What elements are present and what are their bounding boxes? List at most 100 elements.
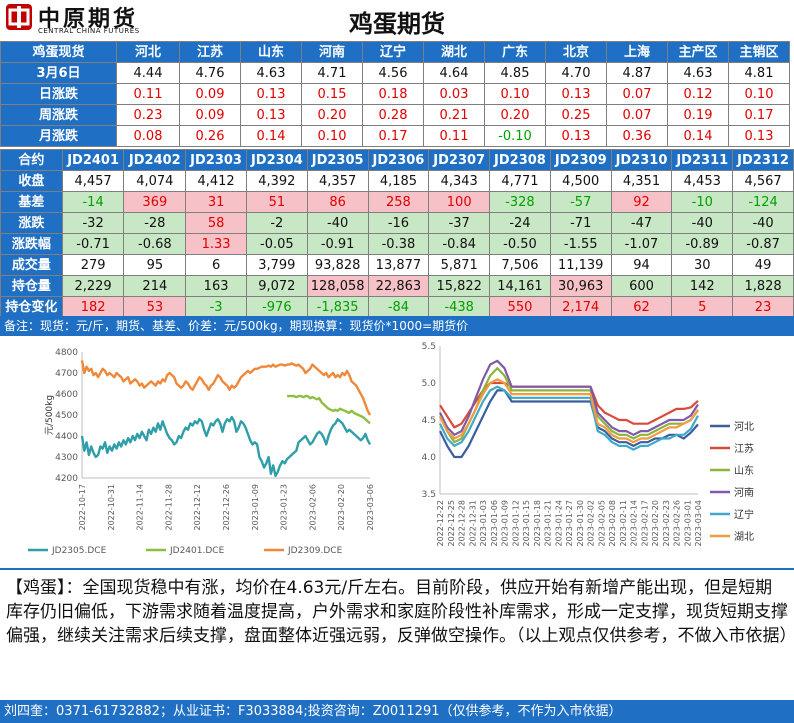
futures-cell: -28 (123, 212, 187, 234)
spot-cell: 0.14 (240, 125, 302, 147)
spot-cell: 0.15 (301, 83, 363, 105)
futures-cell: -16 (367, 212, 430, 234)
futures-cell: -0.68 (123, 233, 187, 255)
spot-cell: 0.09 (179, 83, 241, 105)
futures-cell: -14 (61, 191, 125, 213)
logo: 中原期货 CENTRAL CHINA FUTURES (4, 2, 154, 38)
futures-cell: 142 (671, 275, 734, 297)
spot-cell: 4.81 (728, 62, 790, 84)
series-line (439, 367, 699, 444)
x-tick-label: 2022-12-12 (193, 484, 202, 531)
spot-cell: 0.36 (606, 125, 668, 147)
x-tick-label: 2023-02-20 (651, 500, 660, 547)
futures-cell: -0.89 (671, 233, 734, 255)
x-tick-label: 2023-01-09 (501, 500, 510, 547)
futures-cell: 3,799 (245, 254, 308, 276)
futures-row-label: 涨跌 (0, 212, 63, 234)
page-title: 鸡蛋期货 (349, 10, 445, 38)
y-tick-label: 4.0 (422, 453, 437, 463)
y-tick-label: 4500 (55, 411, 78, 421)
x-tick-label: 2023-03-01 (683, 500, 692, 547)
spot-cell: 0.12 (667, 83, 729, 105)
futures-column-header: JD2402 (123, 149, 187, 171)
futures-cell: 94 (610, 254, 673, 276)
futures-cell: -24 (489, 212, 551, 234)
futures-row-label: 持仓变化 (0, 296, 63, 318)
x-tick-label: 2022-12-22 (436, 500, 445, 547)
spot-row: 3月6日 4.44 4.76 4.63 4.71 4.56 4.64 4.85 4.70 4.87… (0, 62, 790, 84)
futures-column-header: JD2307 (428, 149, 491, 171)
spot-price-table: 鸡蛋现货 河北 江苏 山东 河南 辽宁 湖北 广东 北京 上海 主产区 主销区 3月6日 4.44 4.76… (0, 41, 790, 147)
futures-cell: 4,392 (245, 170, 308, 192)
spot-cell: 0.18 (362, 83, 424, 105)
futures-cell: 31 (185, 191, 247, 213)
spot-row-label: 周涨跌 (0, 104, 117, 126)
futures-column-header: JD2305 (306, 149, 369, 171)
x-tick-label: 2023-01-23 (280, 484, 289, 531)
spot-cell: 4.63 (667, 62, 729, 84)
y-tick-label: 4200 (55, 474, 78, 484)
futures-cell: 4,074 (123, 170, 187, 192)
futures-cell: 5 (671, 296, 734, 318)
x-tick-label: 2023-02-23 (662, 500, 671, 547)
x-tick-label: 2022-11-28 (164, 484, 173, 531)
spot-column-header: 辽宁 (362, 41, 424, 63)
spot-column-header: 湖北 (423, 41, 485, 63)
futures-cell: 13,877 (367, 254, 430, 276)
futures-cell: 9,072 (245, 275, 308, 297)
spot-cell: 4.76 (179, 62, 241, 84)
futures-cell: -0.38 (367, 233, 430, 255)
spot-cell: 0.14 (667, 125, 729, 147)
futures-cell: 128,058 (306, 275, 369, 297)
futures-column-header: JD2306 (367, 149, 430, 171)
x-tick-label: 2023-03-04 (694, 500, 703, 547)
futures-cell: -438 (428, 296, 491, 318)
spot-column-header: 河南 (301, 41, 363, 63)
spot-cell: 0.11 (423, 125, 485, 147)
futures-column-header: JD2308 (489, 149, 551, 171)
spot-column-header: 北京 (545, 41, 607, 63)
futures-cell: 550 (489, 296, 551, 318)
spot-cell: 0.07 (606, 83, 668, 105)
futures-cell: 11,139 (549, 254, 612, 276)
futures-cell: 4,357 (306, 170, 369, 192)
legend-label: JD2401.DCE (169, 546, 225, 556)
legend-label: 河北 (734, 421, 754, 433)
x-tick-label: 2023-02-14 (630, 500, 639, 547)
futures-cell: -1.55 (549, 233, 612, 255)
futures-cell: 6 (185, 254, 247, 276)
futures-column-header: JD2401 (61, 149, 125, 171)
futures-cell: 49 (732, 254, 794, 276)
spot-column-header: 主产区 (667, 41, 729, 63)
futures-cell: 14,161 (489, 275, 551, 297)
spot-cell: 0.07 (606, 104, 668, 126)
futures-cell: 30,963 (549, 275, 612, 297)
spot-column-header: 上海 (606, 41, 668, 63)
futures-row: 基差 -14 369 31 51 86 258 100 -328 -57 92 -10 -124 (0, 191, 794, 213)
spot-row-label: 日涨跌 (0, 83, 117, 105)
futures-cell: 214 (123, 275, 187, 297)
series-line (439, 378, 699, 444)
futures-column-header: JD2309 (549, 149, 612, 171)
logo-cn-text: 中原期货 (38, 7, 139, 32)
futures-cell: -32 (61, 212, 125, 234)
futures-cell: 279 (61, 254, 125, 276)
series-line (439, 389, 699, 459)
futures-cell: 53 (123, 296, 187, 318)
legend-label: JD2305.DCE (51, 546, 107, 556)
futures-cell: -328 (489, 191, 551, 213)
futures-header-row: 合约 JD2401 JD2402 JD2303 JD2304 JD2305 JD2306 JD… (0, 149, 794, 171)
futures-cell: 7,506 (489, 254, 551, 276)
futures-cell: 4,500 (549, 170, 612, 192)
spot-column-header: 江苏 (179, 41, 241, 63)
futures-cell: -1.07 (610, 233, 673, 255)
spot-cell: 0.09 (179, 104, 241, 126)
futures-cell: 600 (610, 275, 673, 297)
futures-column-header: JD2311 (671, 149, 734, 171)
futures-cell: 93,828 (306, 254, 369, 276)
futures-cell: -40 (671, 212, 734, 234)
legend-label: 辽宁 (734, 508, 754, 521)
x-tick-label: 2023-01-21 (544, 500, 553, 547)
legend-label: 江苏 (734, 442, 754, 455)
